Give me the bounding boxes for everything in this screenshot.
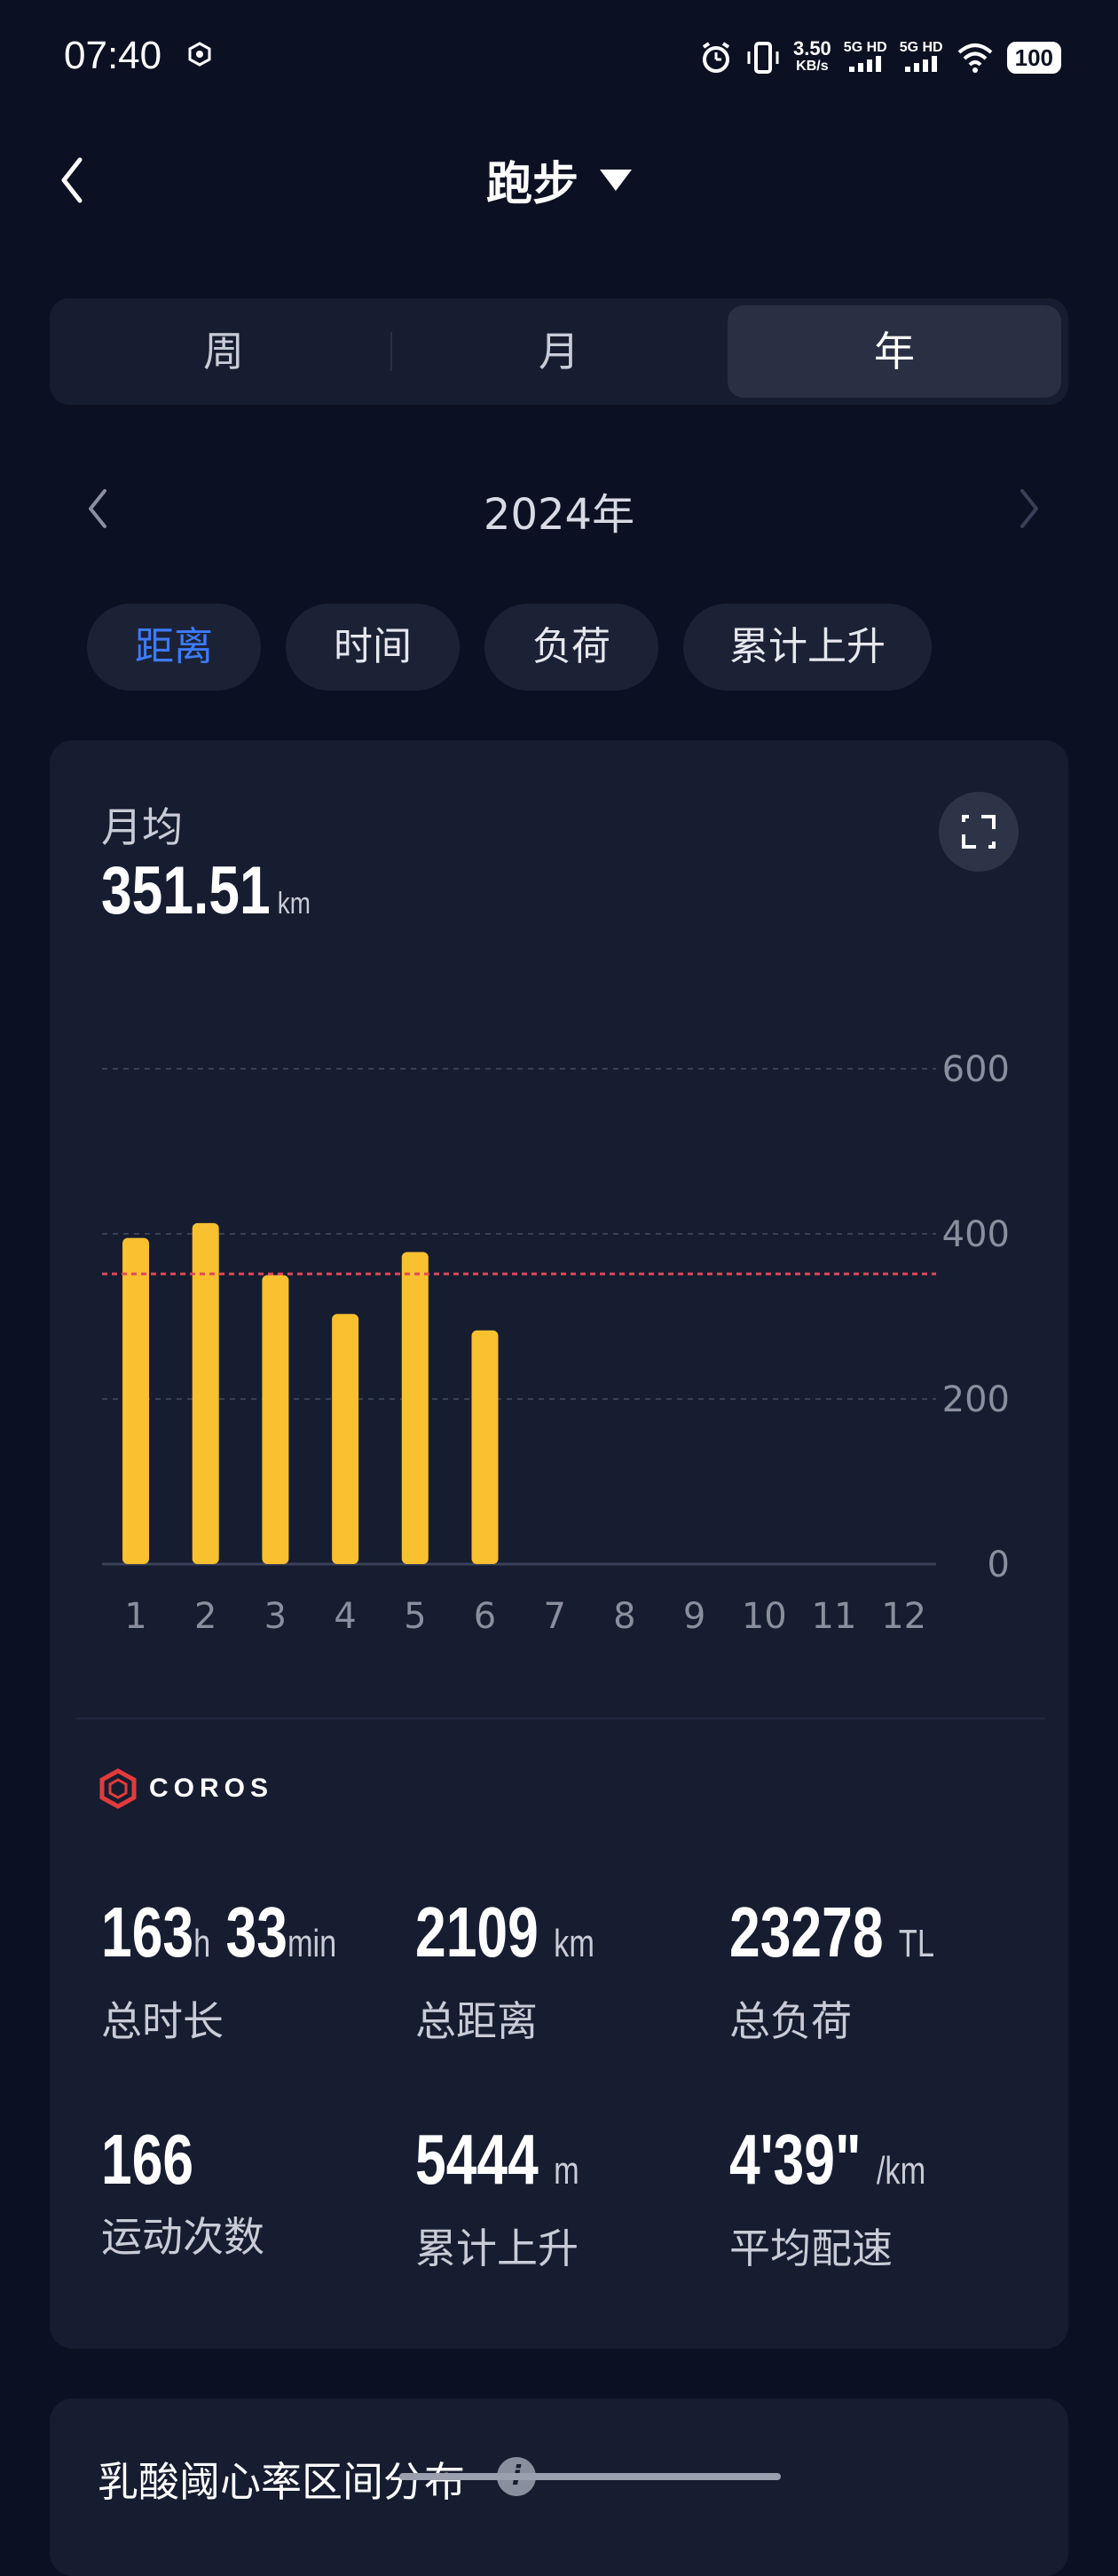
- net-speed-unit: KB/s: [796, 59, 829, 74]
- vibrate-icon: [747, 42, 779, 74]
- stat-number: 23278: [729, 1892, 884, 1972]
- stat-unit: m: [554, 2149, 579, 2193]
- stat-label: 总距离: [415, 1997, 538, 2045]
- bar: [192, 1222, 219, 1564]
- sync-icon: [188, 42, 211, 67]
- bar: [401, 1252, 429, 1564]
- sport-selector[interactable]: 跑步: [486, 146, 632, 213]
- x-tick-label: 4: [334, 1596, 356, 1637]
- tab-year[interactable]: 年: [728, 305, 1061, 398]
- back-button[interactable]: [50, 149, 94, 211]
- stat-label: 累计上升: [415, 2224, 579, 2272]
- x-tick-label: 8: [613, 1596, 635, 1637]
- period-segmented-control: 周 月 年: [50, 298, 1068, 405]
- next-year-button[interactable]: [1012, 484, 1047, 533]
- segment-divider: [390, 332, 392, 371]
- net-speed: 3.50 KB/s: [792, 37, 831, 75]
- page-title: 跑步: [485, 158, 579, 211]
- monthly-average-unit: km: [277, 887, 311, 921]
- stat-label: 总时长: [101, 1997, 224, 2045]
- stat-total-time: 163h 33min 总时长: [101, 1892, 403, 2048]
- stat-value: 5444 m: [415, 2120, 579, 2211]
- stat-activity-count: 166 运动次数: [101, 2120, 264, 2264]
- stat-minutes: 33: [225, 1892, 287, 1972]
- coros-logo-text: COROS: [149, 1774, 274, 1803]
- stat-label: 平均配速: [729, 2224, 893, 2272]
- header: 跑步: [0, 146, 1118, 213]
- y-tick-label: 400: [942, 1214, 1010, 1255]
- stat-number: 5444: [415, 2120, 539, 2199]
- caret-down-icon: [600, 169, 632, 191]
- chip-load[interactable]: 负荷: [484, 604, 658, 691]
- x-tick-label: 12: [881, 1596, 926, 1637]
- chip-distance[interactable]: 距离: [87, 604, 261, 691]
- stat-label: 总负荷: [729, 1997, 852, 2045]
- status-icons: 3.50 KB/s 5G HD 5G HD 100: [699, 36, 1061, 80]
- tab-week[interactable]: 周: [203, 328, 244, 375]
- wifi-icon: [957, 43, 992, 73]
- stat-avg-pace: 4'39" /km 平均配速: [729, 2120, 981, 2275]
- x-tick-label: 1: [124, 1596, 146, 1637]
- stat-hours: 163: [101, 1892, 194, 1972]
- bar: [471, 1330, 499, 1564]
- x-tick-label: 6: [474, 1596, 496, 1637]
- stat-total-distance: 2109 km 总距离: [415, 1892, 645, 2048]
- year-label: 2024年: [483, 490, 635, 540]
- signal-bars-icon: [849, 55, 882, 72]
- stat-unit: km: [554, 1922, 594, 1965]
- x-tick-label: 9: [683, 1596, 705, 1637]
- signal-2: 5G HD: [900, 40, 943, 76]
- stat-value: 4'39" /km: [729, 2120, 925, 2211]
- bar: [262, 1275, 289, 1564]
- stat-unit: TL: [898, 1922, 934, 1965]
- signal-1: 5G HD: [844, 40, 887, 76]
- y-tick-label: 0: [988, 1545, 1010, 1585]
- stat-hours-unit: h: [193, 1922, 211, 1965]
- chip-elevation-gain[interactable]: 累计上升: [683, 604, 932, 691]
- home-indicator[interactable]: [399, 2473, 781, 2480]
- previous-year-button[interactable]: [80, 484, 115, 533]
- stat-total-load: 23278 TL 总负荷: [729, 1892, 992, 2048]
- coros-logo: COROS: [98, 1768, 273, 1809]
- x-tick-label: 2: [194, 1596, 217, 1637]
- stat-total-ascent: 5444 m 累计上升: [415, 2120, 626, 2275]
- card-divider: [76, 1718, 1045, 1719]
- fullscreen-button[interactable]: [939, 792, 1019, 872]
- alarm-icon: [702, 42, 730, 73]
- battery-indicator: 100: [1006, 42, 1061, 74]
- bar: [122, 1237, 149, 1564]
- stats-card: [50, 740, 1068, 2349]
- monthly-average-label: 月均: [101, 803, 183, 851]
- stat-value: 2109 km: [415, 1892, 594, 1984]
- expand-icon: [962, 815, 996, 849]
- stat-number: 4'39": [729, 2120, 862, 2199]
- chip-time[interactable]: 时间: [286, 604, 460, 691]
- x-tick-label: 11: [812, 1596, 857, 1637]
- x-tick-label: 5: [404, 1596, 426, 1637]
- stat-label: 运动次数: [101, 2213, 264, 2261]
- stat-value: 163h 33min: [101, 1892, 336, 1984]
- stat-number: 166: [101, 2120, 194, 2199]
- net-speed-value: 3.50: [792, 37, 831, 59]
- bar: [332, 1314, 359, 1564]
- stat-number: 2109: [415, 1892, 539, 1972]
- stat-unit: /km: [876, 2149, 926, 2193]
- stat-value: 23278 TL: [729, 1892, 934, 1984]
- y-tick-label: 600: [942, 1049, 1010, 1090]
- tab-month[interactable]: 月: [539, 328, 579, 375]
- monthly-average-number: 351.51: [101, 853, 271, 928]
- x-tick-label: 7: [543, 1596, 565, 1637]
- x-tick-label: 10: [742, 1596, 787, 1637]
- coros-logo-icon: [99, 1768, 137, 1809]
- signal-bars-icon: [905, 55, 938, 72]
- x-tick-label: 3: [264, 1596, 287, 1637]
- signal-2-label: 5G HD: [899, 39, 943, 55]
- stat-minutes-unit: min: [287, 1922, 337, 1965]
- stat-value: 166: [101, 2120, 229, 2200]
- signal-1-label: 5G HD: [843, 39, 887, 55]
- status-time: 07:40: [64, 34, 162, 77]
- y-tick-label: 200: [942, 1379, 1010, 1420]
- monthly-average-value: 351.51 km: [101, 852, 311, 929]
